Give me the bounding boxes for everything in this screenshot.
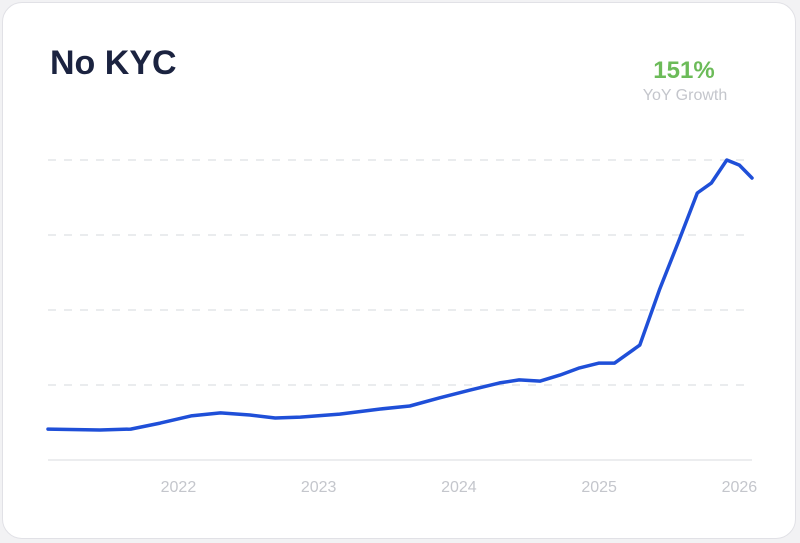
x-tick-label: 2024 — [441, 479, 477, 496]
x-tick-label: 2025 — [581, 479, 617, 496]
growth-value: 151% — [653, 57, 714, 84]
chart-title: No KYC — [50, 44, 177, 82]
x-tick-label: 2023 — [301, 479, 337, 496]
trend-line — [46, 158, 754, 432]
growth-label: YoY Growth — [643, 87, 728, 104]
x-tick-label: 2022 — [161, 479, 197, 496]
x-tick-label: 2026 — [722, 479, 758, 496]
